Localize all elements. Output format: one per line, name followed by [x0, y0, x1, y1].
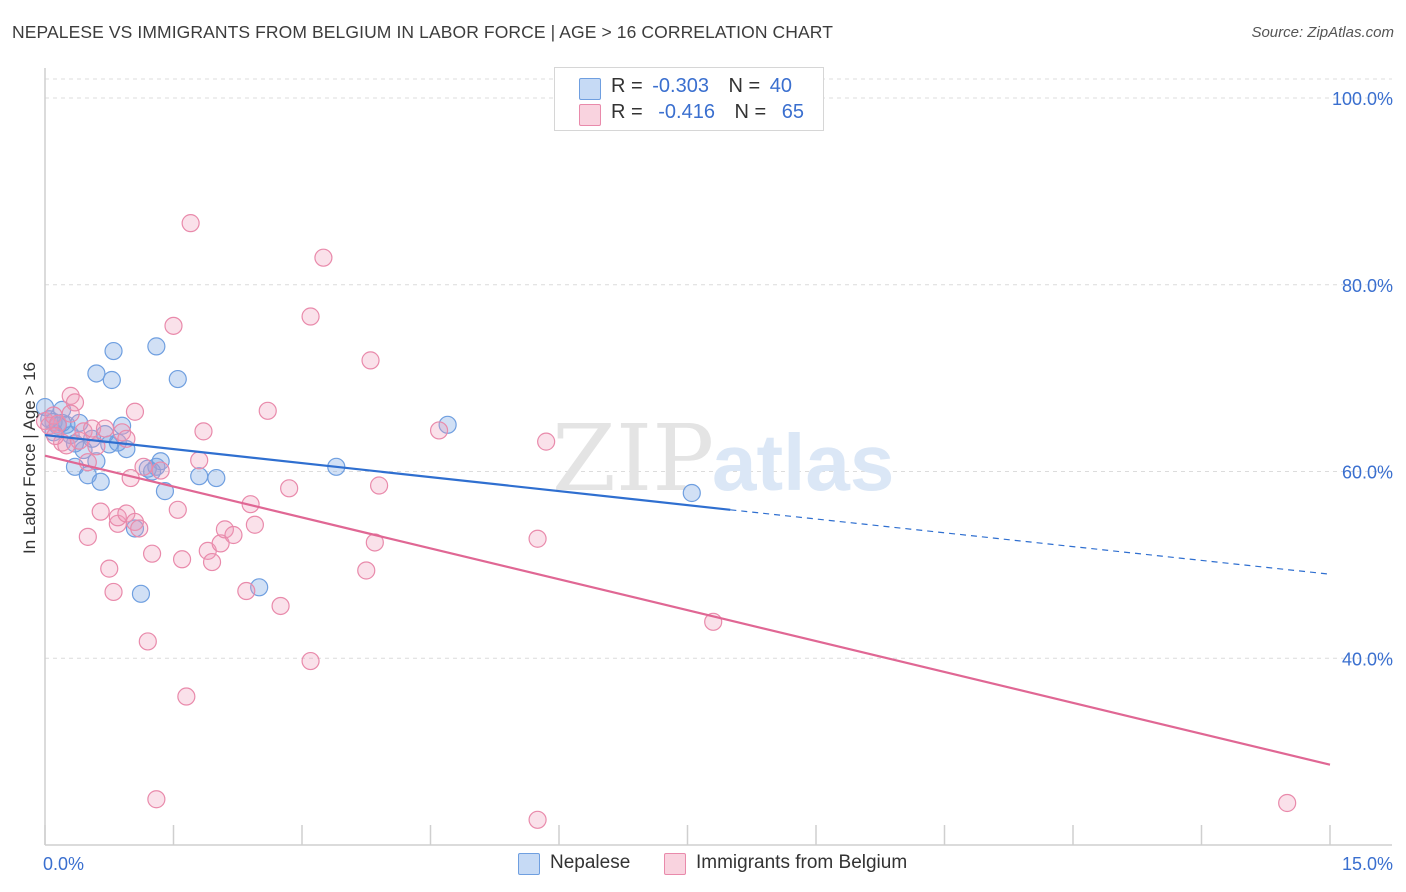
- stats-legend: R = -0.303 N = 40 R = -0.416 N = 65: [554, 67, 824, 131]
- r-value: -0.303: [652, 75, 709, 97]
- belgium-point: [168, 500, 187, 519]
- belgium-point: [138, 632, 157, 651]
- n-value: 65: [781, 101, 805, 123]
- belgium-point: [237, 581, 256, 601]
- n-label: N =: [728, 75, 761, 97]
- y-tick-label: 40.0%: [1342, 649, 1393, 669]
- belgium-point: [100, 559, 119, 578]
- n-value: 40: [769, 75, 793, 97]
- trend-lines: [44, 433, 1331, 766]
- nepalese-point: [104, 341, 123, 361]
- belgium-point: [177, 687, 196, 706]
- data-points: [35, 214, 1297, 829]
- legend-label: Immigrants from Belgium: [696, 852, 908, 873]
- belgium-point: [301, 651, 320, 671]
- belgium-point: [78, 527, 97, 546]
- nepalese-trend-line: [44, 433, 731, 511]
- belgium-point: [151, 461, 170, 480]
- belgium-point: [528, 810, 547, 829]
- belgium-point: [537, 432, 556, 451]
- belgium-point: [314, 248, 333, 267]
- belgium-point: [361, 351, 380, 370]
- belgium-point: [172, 550, 192, 569]
- nepalese-point: [207, 468, 226, 488]
- nepalese-point: [190, 467, 209, 486]
- belgium-point: [301, 307, 320, 326]
- belgium-point: [370, 476, 389, 495]
- x-tick-label: 15.0%: [1342, 854, 1393, 874]
- belgium-point: [202, 552, 222, 572]
- belgium-point: [1278, 793, 1297, 813]
- nepalese-legend-swatch: [518, 853, 540, 875]
- y-axis-label: In Labor Force | Age > 16: [20, 362, 39, 554]
- r-value: -0.416: [658, 101, 715, 123]
- belgium-legend-swatch: [664, 853, 686, 875]
- nepalese-point: [91, 472, 110, 491]
- nepalese-trend-extension: [730, 509, 1331, 575]
- chart-source: Source: ZipAtlas.com: [1251, 24, 1394, 41]
- belgium-point: [130, 519, 149, 538]
- watermark-atlas: atlas: [712, 418, 894, 507]
- x-tick-label: 0.0%: [43, 854, 84, 874]
- belgium-point: [65, 393, 85, 412]
- belgium-point: [95, 419, 115, 438]
- belgium-point: [181, 214, 200, 233]
- gridlines: [45, 78, 1392, 659]
- belgium-point: [61, 404, 80, 423]
- legend-label: Nepalese: [550, 852, 631, 873]
- y-tick-label: 80.0%: [1342, 276, 1393, 296]
- belgium-point: [104, 582, 123, 602]
- belgium-swatch: [579, 104, 601, 126]
- watermark: ZIP atlas: [552, 405, 894, 512]
- belgium-point: [134, 457, 153, 476]
- r-label: R =: [611, 75, 643, 97]
- nepalese-point: [125, 519, 145, 538]
- belgium-trend-line: [44, 454, 1331, 766]
- nepalese-swatch: [579, 78, 601, 100]
- y-tick-label: 100.0%: [1332, 89, 1393, 109]
- nepalese-point: [87, 364, 106, 383]
- r-label: R =: [611, 101, 643, 123]
- belgium-point: [224, 525, 243, 545]
- nepalese-point: [682, 483, 701, 503]
- belgium-point: [194, 422, 213, 441]
- belgium-point: [271, 596, 290, 616]
- nepalese-point: [168, 369, 187, 389]
- belgium-point: [429, 421, 449, 440]
- belgium-point: [147, 790, 166, 809]
- y-tick-label: 60.0%: [1342, 463, 1393, 483]
- belgium-point: [211, 534, 230, 553]
- belgium-point: [83, 419, 102, 438]
- nepalese-point: [131, 584, 151, 603]
- belgium-point: [142, 544, 162, 563]
- belgium-point: [164, 316, 183, 335]
- belgium-point: [245, 515, 264, 534]
- belgium-point: [280, 479, 299, 498]
- belgium-point: [357, 561, 376, 580]
- belgium-point: [258, 401, 277, 420]
- chart-title: NEPALESE VS IMMIGRANTS FROM BELGIUM IN L…: [12, 22, 834, 42]
- belgium-point: [528, 529, 547, 548]
- n-label: N =: [734, 101, 767, 123]
- nepalese-point: [155, 482, 175, 501]
- axis-labels: 40.0% 60.0% 80.0% 100.0% 0.0% 15.0% In Labor F…: [20, 89, 1393, 874]
- belgium-point: [125, 402, 145, 421]
- nepalese-point: [102, 370, 121, 390]
- nepalese-point: [147, 337, 166, 356]
- belgium-point: [91, 502, 110, 521]
- belgium-point: [190, 451, 209, 470]
